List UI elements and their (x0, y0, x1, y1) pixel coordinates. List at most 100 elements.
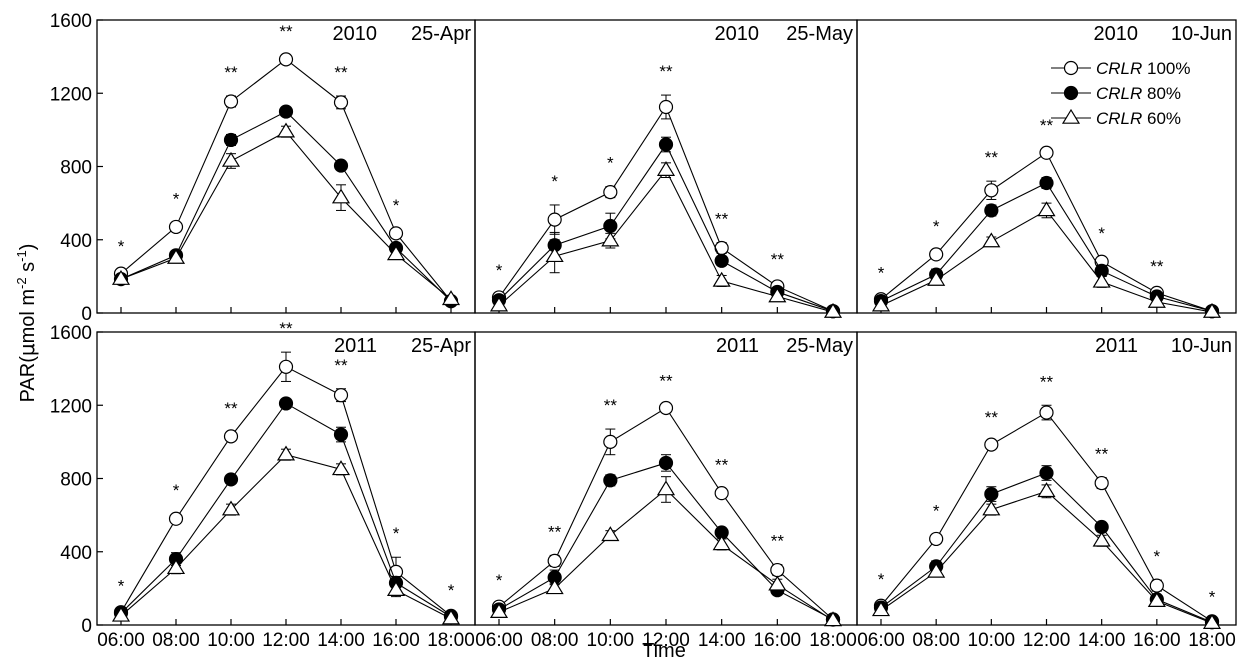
series-1 (873, 145, 1220, 319)
data-point (386, 581, 406, 597)
data-point (770, 562, 785, 578)
data-point (984, 203, 999, 218)
panel-date: 25-Apr (411, 23, 471, 45)
legend-marker (1063, 85, 1079, 101)
data-point (1037, 482, 1056, 498)
data-point (111, 269, 131, 285)
significance-mark: * (933, 217, 940, 236)
significance-mark: ** (771, 250, 785, 269)
significance-mark: ** (334, 63, 348, 82)
data-point (1092, 531, 1111, 547)
data-point (601, 231, 620, 247)
data-point (223, 472, 239, 487)
x-tick-label: 06:00 (97, 630, 145, 651)
significance-mark: * (448, 581, 455, 600)
panel-year: 2010 (1094, 23, 1139, 45)
legend: CRLR 100% CRLR 80% CRLR 60% (1051, 59, 1191, 128)
x-tick-label: 18:00 (809, 630, 857, 651)
series-1 (113, 351, 459, 623)
series-1 (873, 404, 1220, 629)
data-point (658, 400, 674, 416)
significance-mark: ** (659, 371, 673, 390)
panel-year: 2011 (334, 335, 377, 357)
data-point (712, 535, 731, 551)
data-point (386, 245, 406, 261)
panel-2010-25-May: 2010 25-May********* (474, 19, 858, 319)
panel-date: 25-May (786, 23, 853, 45)
data-point (333, 388, 349, 403)
significance-mark: ** (1150, 257, 1164, 276)
data-point (331, 188, 351, 204)
data-point (1039, 465, 1054, 481)
data-point (545, 247, 564, 263)
significance-mark: * (496, 261, 503, 280)
significance-mark: ** (985, 148, 999, 167)
legend-label: CRLR 100% (1096, 59, 1191, 78)
data-point (603, 185, 618, 200)
series-1 (491, 94, 841, 319)
data-point (333, 427, 349, 442)
significance-mark: ** (1040, 372, 1054, 391)
data-point (982, 500, 1001, 516)
significance-mark: * (118, 237, 125, 256)
data-point (984, 183, 999, 198)
data-point (1037, 201, 1056, 217)
data-point (278, 104, 294, 119)
data-point (1202, 614, 1222, 629)
data-point (331, 460, 351, 476)
significance-mark: ** (224, 399, 238, 418)
data-point (656, 480, 676, 496)
data-point (768, 287, 787, 303)
data-point (768, 575, 787, 591)
data-point (714, 253, 729, 268)
y-tick-label: 1600 (50, 323, 92, 344)
significance-mark: * (1209, 587, 1216, 606)
panel-2011-25-May: 2011 25-May*********** (474, 331, 858, 627)
legend-label: CRLR 80% (1096, 84, 1181, 103)
data-point (1149, 578, 1164, 593)
series-3 (489, 161, 843, 318)
y-tick-label: 800 (60, 158, 92, 179)
data-point (441, 609, 461, 625)
panel-year: 2010 (715, 23, 760, 45)
data-point (656, 161, 676, 176)
data-point (441, 290, 461, 306)
data-point (823, 302, 843, 318)
x-tick-label: 08:00 (912, 630, 960, 651)
x-tick-label: 14:00 (698, 630, 746, 651)
significance-mark: * (118, 576, 125, 595)
significance-mark: ** (715, 456, 729, 475)
panel-year: 2010 (333, 23, 378, 45)
panel-2011-10-Jun: 2011 10-Jun********** (856, 331, 1237, 630)
x-tick-label: 12:00 (1023, 630, 1071, 651)
series-3 (111, 122, 461, 306)
significance-mark: * (878, 570, 885, 589)
data-point (547, 212, 562, 227)
data-point (1147, 292, 1166, 308)
x-tick-label: 12:00 (262, 630, 310, 651)
data-point (221, 500, 241, 516)
data-point (927, 562, 946, 578)
data-point (603, 473, 618, 488)
significance-mark: * (393, 524, 400, 543)
y-axis-label-unit1: mol m (17, 289, 39, 343)
panel-2010-10-Jun: 2010 10-Jun*********CRLR 100%CRLR 80%CRLR… (856, 19, 1237, 319)
x-tick-label: 12:00 (642, 630, 690, 651)
data-point (871, 601, 891, 617)
significance-mark: * (1098, 224, 1105, 243)
legend-label: CRLR 60% (1096, 109, 1181, 128)
significance-mark: ** (548, 522, 562, 541)
significance-mark: * (173, 481, 180, 500)
data-point (871, 296, 891, 312)
data-point (278, 396, 294, 411)
data-point (712, 271, 731, 287)
series-3 (111, 445, 461, 625)
y-tick-label: 0 (81, 304, 92, 325)
significance-mark: ** (334, 356, 348, 375)
data-point (1147, 592, 1166, 607)
y-tick-label: 0 (81, 616, 92, 637)
data-point (545, 579, 564, 595)
y-axis-label: PAR(μmol m-2 s-1) (14, 244, 39, 403)
